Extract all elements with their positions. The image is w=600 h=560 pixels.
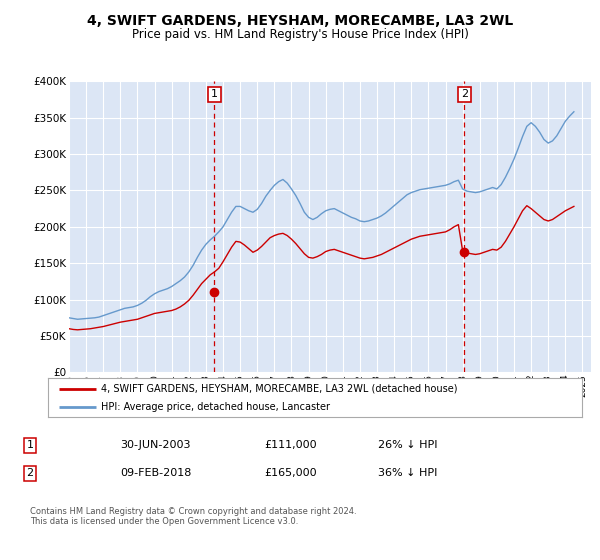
Text: 2: 2: [461, 89, 468, 99]
Text: 30-JUN-2003: 30-JUN-2003: [120, 440, 191, 450]
Text: 09-FEB-2018: 09-FEB-2018: [120, 468, 191, 478]
Text: £111,000: £111,000: [264, 440, 317, 450]
Text: Price paid vs. HM Land Registry's House Price Index (HPI): Price paid vs. HM Land Registry's House …: [131, 28, 469, 41]
Text: £165,000: £165,000: [264, 468, 317, 478]
Text: 4, SWIFT GARDENS, HEYSHAM, MORECAMBE, LA3 2WL (detached house): 4, SWIFT GARDENS, HEYSHAM, MORECAMBE, LA…: [101, 384, 458, 394]
Text: HPI: Average price, detached house, Lancaster: HPI: Average price, detached house, Lanc…: [101, 403, 331, 412]
Text: Contains HM Land Registry data © Crown copyright and database right 2024.
This d: Contains HM Land Registry data © Crown c…: [30, 507, 356, 526]
Text: 36% ↓ HPI: 36% ↓ HPI: [378, 468, 437, 478]
Text: 1: 1: [211, 89, 218, 99]
Text: 26% ↓ HPI: 26% ↓ HPI: [378, 440, 437, 450]
Text: 4, SWIFT GARDENS, HEYSHAM, MORECAMBE, LA3 2WL: 4, SWIFT GARDENS, HEYSHAM, MORECAMBE, LA…: [87, 14, 513, 28]
Text: 2: 2: [26, 468, 34, 478]
Text: 1: 1: [26, 440, 34, 450]
